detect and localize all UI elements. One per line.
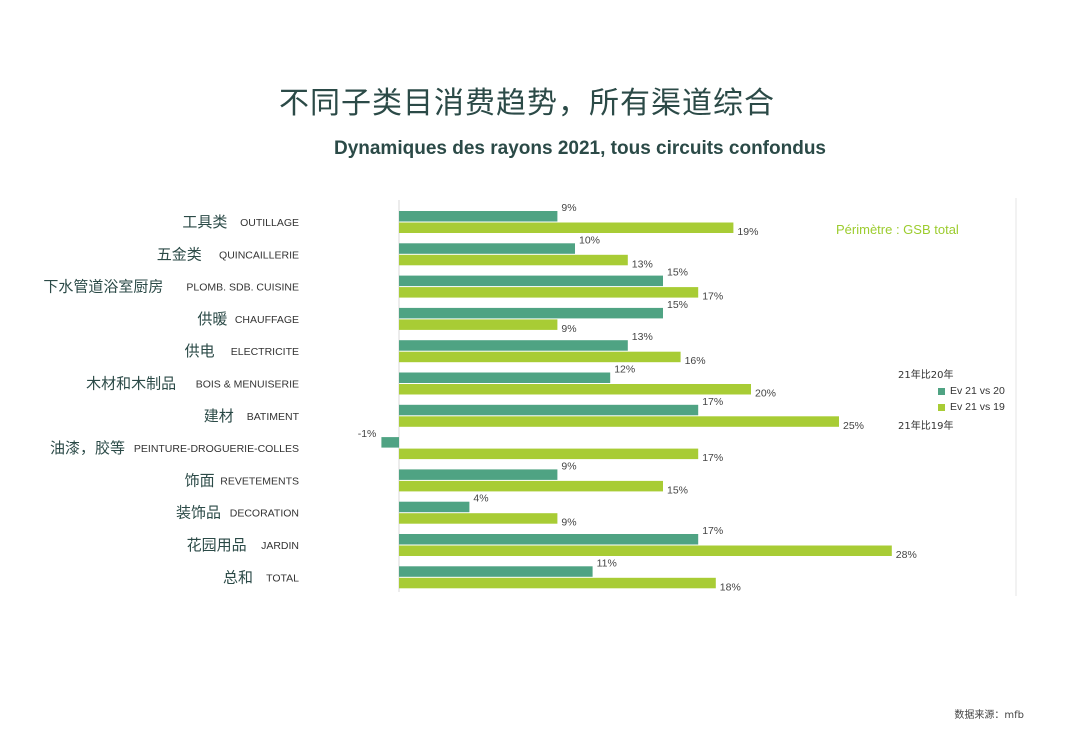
bar-series-1	[399, 211, 558, 222]
source-note: 数据来源：mfb	[954, 710, 1024, 721]
category-label-fr: PLOMB. SDB. CUISINE	[186, 282, 299, 294]
data-label: 17%	[702, 452, 723, 464]
bar-series-2	[399, 545, 892, 556]
data-label: 17%	[702, 525, 723, 537]
perimetre-note: Périmètre : GSB total	[836, 222, 959, 237]
data-label: 15%	[667, 484, 688, 496]
data-label: 12%	[614, 364, 635, 376]
data-label: 13%	[632, 258, 653, 270]
legend-note-bottom: 21年比19年	[898, 421, 954, 432]
legend-note-top: 21年比20年	[898, 370, 954, 381]
category-label-fr: BOIS & MENUISERIE	[196, 379, 299, 391]
data-label: 10%	[579, 234, 600, 246]
bar-series-2	[399, 480, 663, 492]
bar-series-1	[399, 307, 663, 319]
category-label-cn: 装饰品	[176, 504, 221, 522]
data-label: 9%	[561, 517, 576, 529]
legend: 21年比20年 Ev 21 vs 20 Ev 21 vs 19 21年比19年	[898, 366, 1005, 432]
data-label: 28%	[896, 549, 917, 561]
data-label: 4%	[473, 493, 488, 505]
bar-series-2	[399, 448, 699, 460]
bar-series-1	[381, 437, 399, 448]
category-label-fr: QUINCAILLERIE	[219, 249, 299, 261]
category-label-fr: REVETEMENTS	[220, 475, 299, 487]
bar-series-2	[399, 351, 681, 363]
data-label: 9%	[561, 460, 576, 472]
legend-label-1: Ev 21 vs 20	[950, 385, 1005, 397]
category-label-cn: 五金类	[157, 245, 202, 263]
data-label: 16%	[685, 355, 706, 367]
category-label-cn: 建材	[204, 407, 234, 425]
legend-swatch-1	[938, 387, 945, 395]
category-label-cn: 饰面	[185, 471, 215, 489]
data-label: 13%	[632, 331, 653, 343]
category-label-fr: CHAUFFAGE	[235, 314, 299, 326]
legend-swatch-2	[938, 403, 945, 411]
data-label: 25%	[843, 420, 864, 432]
data-label: 20%	[755, 388, 776, 400]
bar-series-1	[399, 243, 575, 254]
category-label-fr: BATIMENT	[247, 411, 300, 423]
category-label-fr: TOTAL	[266, 572, 299, 584]
bar-series-1	[399, 404, 699, 416]
data-label: 15%	[667, 299, 688, 311]
category-label-cn: 供电	[185, 342, 215, 360]
category-label-cn: 工具类	[182, 213, 227, 231]
bar-series-2	[399, 577, 716, 589]
bar-series-2	[399, 319, 558, 330]
data-label: -1%	[358, 428, 377, 440]
category-label-cn: 下水管道浴室厨房	[43, 278, 163, 296]
title-fr: Dynamiques des rayons 2021, tous circuit…	[333, 138, 827, 159]
data-label: 15%	[667, 267, 688, 279]
bar-series-1	[399, 372, 611, 383]
bar-series-2	[399, 287, 699, 298]
bar-series-1	[399, 469, 558, 480]
bar-series-2	[399, 384, 751, 395]
category-label-cn: 木材和木制品	[86, 375, 176, 393]
category-label-cn: 总和	[223, 568, 253, 586]
bar-series-1	[399, 275, 663, 287]
data-label: 17%	[702, 291, 723, 303]
bar-series-2	[399, 222, 734, 233]
legend-item-1: Ev 21 vs 20	[938, 385, 1005, 397]
data-label: 19%	[737, 226, 758, 238]
bar-series-1	[399, 501, 470, 513]
category-label-fr: PEINTURE-DROGUERIE-COLLES	[134, 443, 299, 455]
bar-series-1	[399, 340, 628, 351]
data-label: 9%	[561, 202, 576, 214]
category-label-fr: JARDIN	[261, 540, 299, 552]
legend-item-2: Ev 21 vs 19	[938, 401, 1005, 413]
data-label: 9%	[561, 323, 576, 335]
data-label: 11%	[597, 557, 617, 569]
category-label-fr: DECORATION	[230, 508, 299, 520]
bar-series-2	[399, 416, 839, 427]
data-label: 18%	[720, 581, 741, 593]
category-label-fr: ELECTRICITE	[231, 346, 299, 358]
category-label-fr: OUTILLAGE	[240, 217, 299, 229]
bar-series-1	[399, 534, 699, 545]
data-label: 17%	[702, 396, 723, 408]
category-label-cn: 油漆，胶等	[50, 439, 125, 457]
category-label-cn: 供暖	[197, 310, 227, 328]
bar-series-2	[399, 513, 558, 524]
title-cn: 不同子类目消费趋势，所有渠道综合	[279, 86, 775, 121]
category-label-cn: 花园用品	[187, 536, 247, 554]
bar-series-1	[399, 566, 593, 577]
bar-series-2	[399, 254, 628, 266]
legend-label-2: Ev 21 vs 19	[950, 401, 1005, 413]
